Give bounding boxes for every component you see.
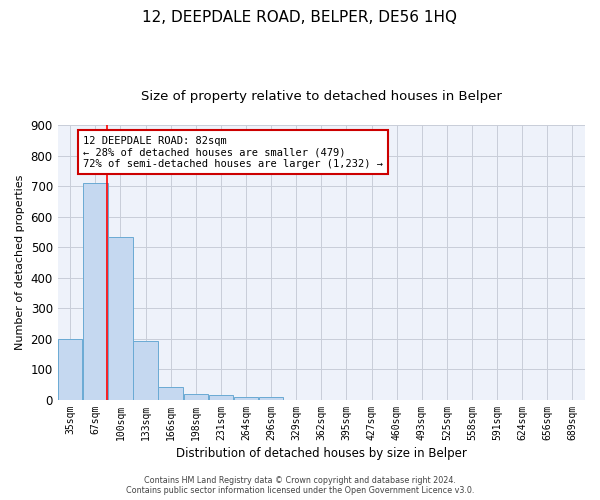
Y-axis label: Number of detached properties: Number of detached properties bbox=[15, 175, 25, 350]
Bar bbox=[209, 396, 233, 400]
Text: 12 DEEPDALE ROAD: 82sqm
← 28% of detached houses are smaller (479)
72% of semi-d: 12 DEEPDALE ROAD: 82sqm ← 28% of detache… bbox=[83, 136, 383, 169]
Bar bbox=[158, 387, 183, 400]
Title: Size of property relative to detached houses in Belper: Size of property relative to detached ho… bbox=[141, 90, 502, 103]
Text: Contains HM Land Registry data © Crown copyright and database right 2024.
Contai: Contains HM Land Registry data © Crown c… bbox=[126, 476, 474, 495]
Bar bbox=[184, 394, 208, 400]
Bar bbox=[83, 182, 107, 400]
Bar bbox=[108, 236, 133, 400]
Bar bbox=[234, 396, 258, 400]
Text: 12, DEEPDALE ROAD, BELPER, DE56 1HQ: 12, DEEPDALE ROAD, BELPER, DE56 1HQ bbox=[143, 10, 458, 25]
Bar bbox=[58, 339, 82, 400]
Bar bbox=[259, 397, 283, 400]
Bar bbox=[133, 341, 158, 400]
X-axis label: Distribution of detached houses by size in Belper: Distribution of detached houses by size … bbox=[176, 447, 467, 460]
